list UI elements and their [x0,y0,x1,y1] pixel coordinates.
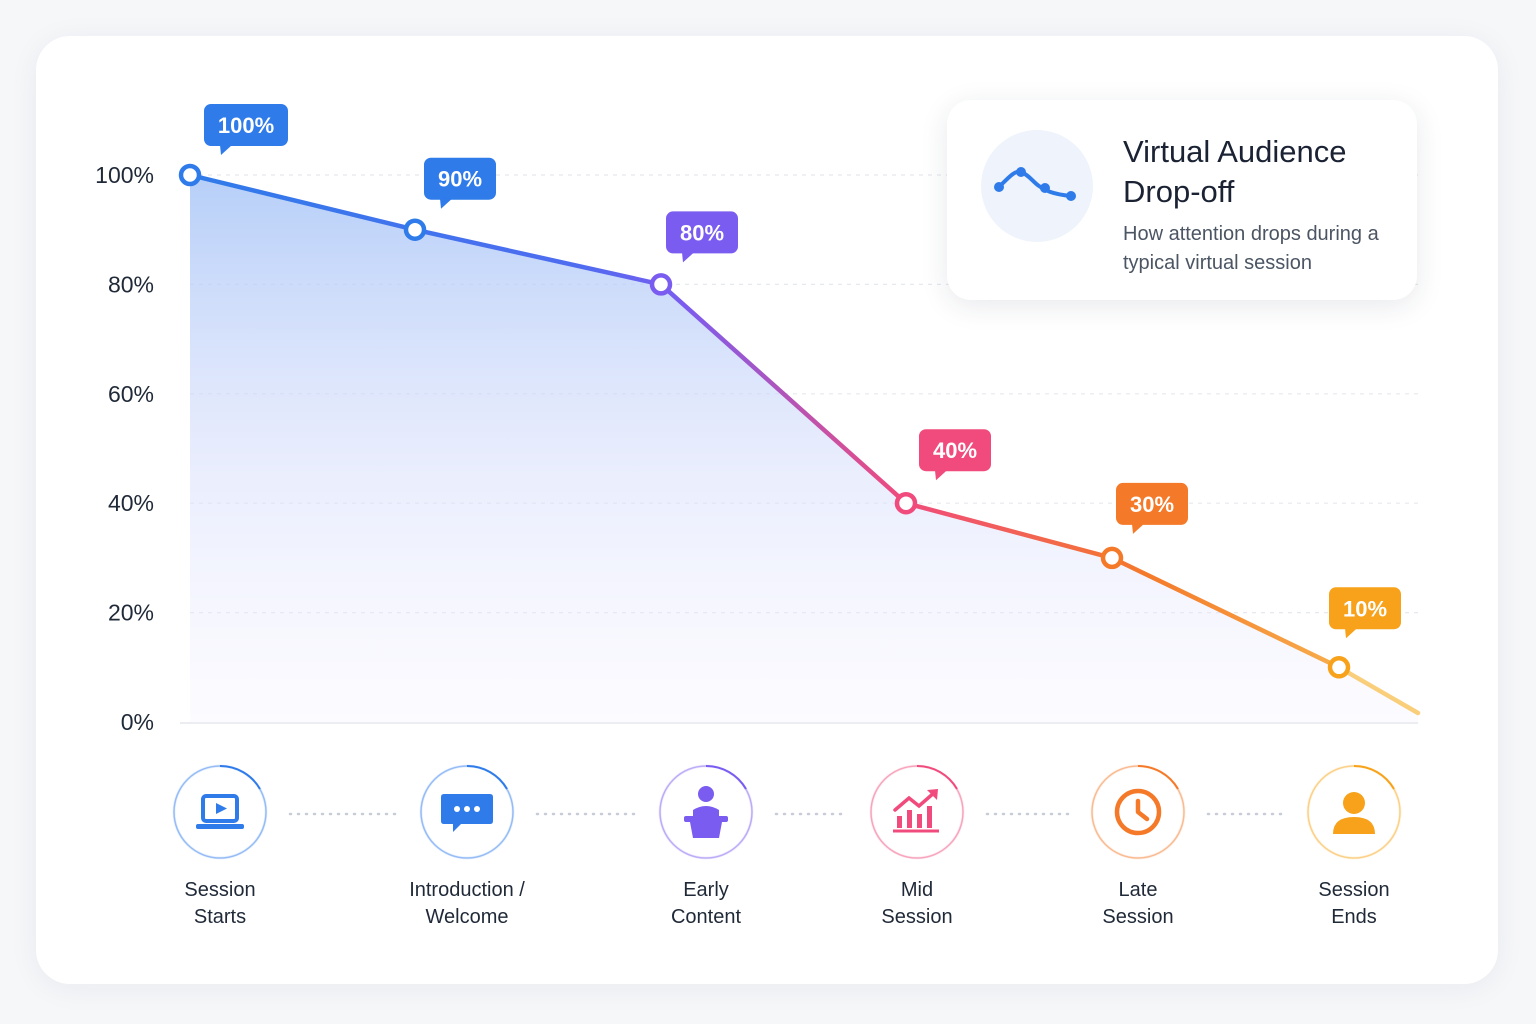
y-tick-label: 0% [121,709,154,735]
stage-label: Session [1318,879,1389,901]
clock-icon [1090,764,1186,860]
data-label: 100% [218,113,274,138]
stage-label: Session [184,879,255,901]
stage-label: Ends [1331,906,1377,928]
data-points [178,163,1351,679]
data-label: 90% [438,167,482,192]
user-icon [1306,764,1402,860]
data-point [894,491,918,515]
legend-card: Virtual Audience Drop-off How attention … [947,100,1417,300]
data-point [1100,546,1124,570]
stage-label: Session [881,906,952,928]
stage-label: Starts [194,906,246,928]
data-label-bubble: 100% [204,104,288,155]
data-labels: 100% 90% 80% 40% 30% 10% [204,104,1401,639]
stage-label: Late [1119,879,1158,901]
data-label: 40% [933,438,977,463]
stage-label: Session [1102,906,1173,928]
data-label-bubble: 90% [424,157,496,209]
data-label: 80% [680,220,724,245]
drop-off-trend-icon [981,130,1093,242]
y-tick-label: 40% [108,490,154,516]
data-label-bubble: 10% [1329,587,1401,639]
data-label: 10% [1343,596,1387,621]
data-label-bubble: 80% [666,211,738,263]
chart-growth-icon [869,764,965,860]
presenter-icon [658,764,754,860]
data-label: 30% [1130,492,1174,517]
stage-label: Welcome [426,906,509,928]
laptop-play-icon [172,764,268,860]
series-line-tail [1336,665,1421,716]
stage-label: Early [683,879,729,901]
y-tick-label: 100% [95,162,154,188]
data-point [1327,656,1351,679]
data-point [403,218,427,241]
chat-bubble-icon [419,764,515,860]
chart-title: Virtual Audience Drop-off [1123,134,1347,209]
stage-label: Mid [901,879,933,901]
series-line [187,172,1342,670]
y-tick-label: 80% [108,271,154,297]
stage-label: Content [671,906,741,928]
y-tick-label: 20% [108,600,154,626]
area-fill [190,175,1418,722]
data-point [649,273,673,296]
data-label-bubble: 30% [1116,482,1188,534]
y-axis-ticks: 0% 20% 40% 60% 80% 100% [95,162,154,735]
data-label-bubble: 40% [919,429,991,481]
data-point [178,163,202,187]
stage-axis: Session Starts Introduction / Welcome Early C… [172,764,1402,928]
y-tick-label: 60% [108,381,154,407]
chart-subtitle: How attention drops during a typical vir… [1123,223,1379,274]
stage-label: Introduction / [409,879,525,901]
